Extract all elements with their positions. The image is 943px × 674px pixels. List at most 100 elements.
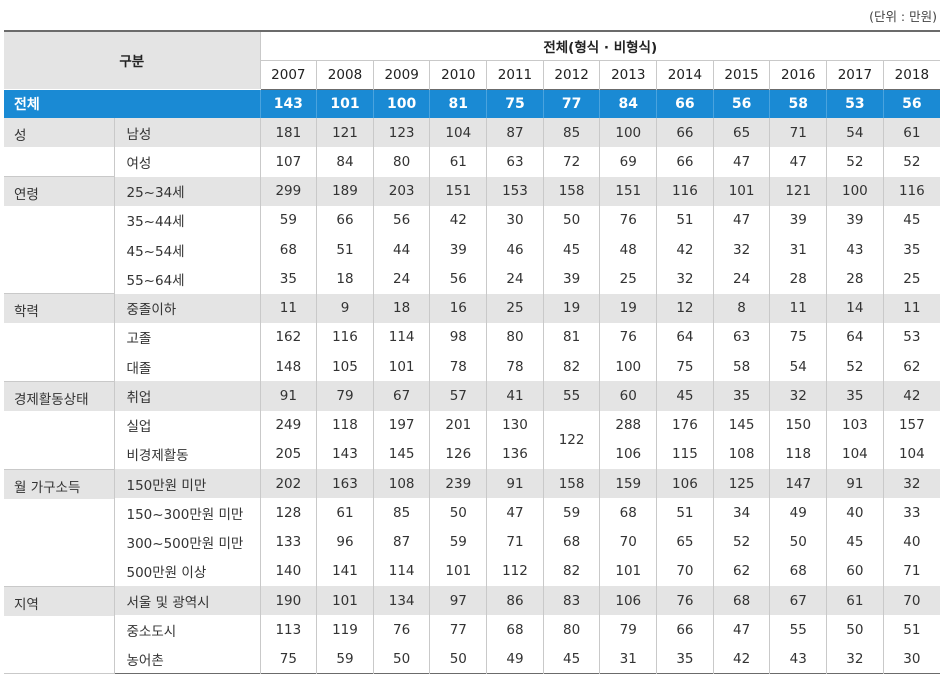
table-cell: 59 [429, 527, 487, 557]
table-cell: 11 [882, 293, 940, 323]
table-cell: 116 [316, 322, 374, 352]
table-cell: 47 [712, 615, 770, 645]
table-cell: 39 [769, 205, 827, 235]
table-cell: 50 [429, 644, 487, 674]
table-cell: 70 [656, 556, 714, 586]
table-cell: 45 [542, 235, 600, 265]
table-cell: 57 [429, 381, 487, 411]
table-cell: 76 [599, 322, 657, 352]
table-cell: 190 [259, 586, 317, 616]
table-cell: 91 [259, 381, 317, 411]
table-cell: 18 [372, 293, 430, 323]
table-row: 경제활동상태 취업 91 79 67 57 41 55 60 45 35 32 35 42 [4, 381, 940, 470]
year-header: 2018 [882, 60, 940, 89]
table-cell: 33 [882, 498, 940, 528]
table-cell: 76 [372, 615, 430, 645]
table-cell: 78 [429, 352, 487, 382]
table-cell: 162 [259, 322, 317, 352]
group-header: 전체(형식 · 비형식) [259, 31, 940, 61]
table-cell: 25 [882, 264, 940, 294]
table-cell: 75 [769, 322, 827, 352]
row-label: 중소도시 [113, 615, 260, 645]
year-header: 2015 [712, 60, 770, 89]
year-header: 2010 [429, 60, 487, 89]
year-header: 2008 [316, 60, 374, 89]
row-label: 비경제활동 [113, 439, 260, 469]
table-cell: 60 [826, 556, 884, 586]
table-row: 300~500만원 미만 133 96 87 59 71 68 70 65 52 50 45 40 [4, 527, 940, 557]
table-cell: 91 [486, 469, 544, 499]
table-cell: 48 [599, 235, 657, 265]
table-cell: 97 [429, 586, 487, 616]
table-cell: 70 [599, 527, 657, 557]
table-cell: 157 [882, 410, 940, 440]
table-cell: 72 [542, 147, 600, 177]
table-cell: 66 [656, 615, 714, 645]
group-label: 월 가구소득 [4, 469, 114, 587]
table-cell: 47 [486, 498, 544, 528]
total-value: 77 [542, 89, 600, 118]
table-cell: 197 [372, 410, 430, 440]
row-label: 실업 [113, 410, 260, 440]
total-value: 56 [712, 89, 770, 118]
row-label: 대졸 [113, 352, 260, 382]
table-cell: 50 [372, 644, 430, 674]
table-cell: 98 [429, 322, 487, 352]
table-row: 농어촌 75 59 50 50 49 45 31 35 42 43 32 30 [4, 644, 940, 674]
table-cell: 82 [542, 352, 600, 382]
table-cell: 39 [542, 264, 600, 294]
total-label: 전체 [14, 96, 40, 113]
table-cell: 59 [316, 644, 374, 674]
table-cell: 181 [259, 118, 317, 148]
table-cell: 79 [599, 615, 657, 645]
table-cell: 62 [712, 556, 770, 586]
table-cell: 56 [372, 205, 430, 235]
table-cell: 100 [599, 352, 657, 382]
table-cell: 32 [712, 235, 770, 265]
table-cell: 108 [712, 439, 770, 469]
table-cell: 143 [316, 439, 374, 469]
row-label: 35~44세 [113, 205, 260, 235]
table-cell: 101 [372, 352, 430, 382]
table-cell: 151 [429, 176, 487, 206]
table-cell: 86 [486, 586, 544, 616]
unit-note: (단위 : 만원) [869, 9, 937, 24]
table-cell: 32 [826, 644, 884, 674]
table-cell: 56 [429, 264, 487, 294]
table-cell: 106 [599, 439, 657, 469]
table-row: 고졸 162 116 114 98 80 81 76 64 63 75 64 53 [4, 322, 940, 352]
table-cell: 148 [259, 352, 317, 382]
row-label: 농어촌 [113, 644, 260, 674]
table-cell: 51 [656, 205, 714, 235]
table-cell: 45 [656, 381, 714, 411]
row-label: 45~54세 [113, 235, 260, 265]
table-cell: 80 [372, 147, 430, 177]
table-cell: 64 [826, 322, 884, 352]
table-cell: 61 [316, 498, 374, 528]
table-cell: 47 [769, 147, 827, 177]
table-cell: 68 [542, 527, 600, 557]
table-cell: 140 [259, 556, 317, 586]
table-cell: 19 [542, 293, 600, 323]
table-cell: 116 [882, 176, 940, 206]
table-cell: 104 [826, 439, 884, 469]
table-cell: 42 [882, 381, 940, 411]
table-cell: 114 [372, 322, 430, 352]
table-cell: 69 [599, 147, 657, 177]
year-header-row: 2007 2008 2009 2010 2011 2012 2013 2014 2015 2016… [4, 60, 940, 89]
table-cell: 51 [882, 615, 940, 645]
table-cell: 68 [599, 498, 657, 528]
table-cell: 49 [769, 498, 827, 528]
table-cell: 40 [882, 527, 940, 557]
table-row: 대졸 148 105 101 78 78 82 100 75 58 54 52 62 [4, 352, 940, 382]
table-cell: 66 [316, 205, 374, 235]
row-label: 여성 [113, 147, 260, 177]
table-cell: 68 [769, 556, 827, 586]
table-cell: 115 [656, 439, 714, 469]
table-cell: 96 [316, 527, 374, 557]
table-cell: 85 [542, 118, 600, 148]
table-cell: 101 [316, 586, 374, 616]
table-cell: 55 [542, 381, 600, 411]
table-cell: 205 [259, 439, 317, 469]
total-value: 84 [599, 89, 657, 118]
